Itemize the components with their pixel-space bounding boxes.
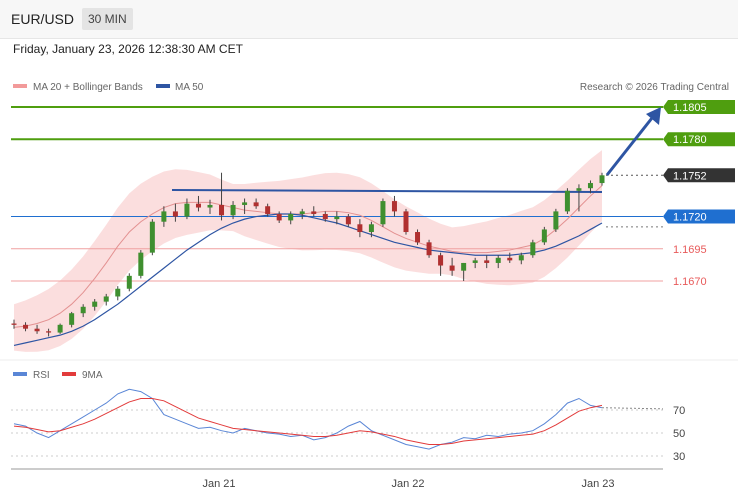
candle-body (172, 211, 178, 217)
bb-legend-swatch (13, 84, 27, 88)
level-tag (663, 100, 735, 114)
top-bar: EUR/USD 30 MIN (0, 0, 738, 39)
candle-body (288, 213, 294, 221)
bb-legend-label: MA 20 + Bollinger Bands (33, 82, 143, 93)
forecast-arrowhead (646, 107, 661, 125)
candle-body (115, 288, 121, 297)
symbol-label: EUR/USD (11, 11, 75, 27)
candle-body (380, 201, 386, 225)
rsi-ma-line (13, 398, 603, 445)
candle-body (518, 255, 524, 261)
ma50-legend-swatch (156, 84, 170, 88)
candle-body (541, 229, 547, 243)
x-tick-label: Jan 22 (391, 478, 424, 490)
rsi-line (13, 388, 603, 450)
level-tag (663, 168, 735, 183)
candle-body (126, 275, 132, 289)
candle-body (23, 324, 29, 329)
candle-body (11, 323, 17, 325)
candle-body (253, 202, 259, 207)
candle-body (230, 204, 236, 216)
forecast-arrow (605, 117, 654, 176)
candle-body (311, 211, 317, 214)
candle-body (564, 190, 570, 212)
candle-body (299, 211, 305, 214)
rsi-panel: 30 50 70 (11, 388, 685, 463)
candle-body (345, 216, 351, 225)
candle-body (276, 213, 282, 221)
candle-body (34, 328, 40, 332)
trendline (171, 189, 603, 193)
candle-body (587, 183, 593, 189)
candle-body (207, 204, 213, 208)
candle-body (472, 260, 478, 263)
candle-body (57, 324, 63, 333)
rsi-legend-label: RSI (33, 370, 50, 381)
candle-body (357, 224, 363, 233)
rsi-tick-label: 30 (673, 451, 685, 463)
level-tag (663, 132, 735, 147)
price-panel: 1.1805 1.1780 1.1752 1.1720 1.1695 1.1670 (11, 100, 735, 352)
candle-body (553, 211, 559, 230)
ma50-legend-label: MA 50 (175, 82, 204, 93)
candle-body (161, 211, 167, 222)
candle-body (576, 188, 582, 191)
copyright-label: Research © 2026 Trading Central (580, 82, 729, 93)
rsi-legend-swatch (13, 372, 27, 376)
candle-body (322, 213, 328, 220)
candle-body (138, 252, 144, 276)
candle-body (484, 260, 490, 263)
ma20-line (13, 185, 603, 328)
candle-body (334, 216, 340, 220)
candle-body (46, 331, 52, 333)
x-tick-label: Jan 21 (202, 478, 235, 490)
candle-body (149, 221, 155, 253)
timeframe-button[interactable]: 30 MIN (82, 8, 133, 30)
level-label: 1.1670 (673, 276, 707, 288)
datetime-label: Friday, January 23, 2026 12:38:30 AM CET (13, 42, 243, 56)
candle-body (69, 313, 75, 325)
candle-body (80, 306, 86, 314)
level-label: 1.1695 (673, 244, 707, 256)
candle-body (103, 296, 109, 302)
candle-body (403, 211, 409, 233)
candle-body (438, 255, 444, 266)
rsi-ma-legend-label: 9MA (82, 370, 103, 381)
rsi-ma-legend-swatch (62, 372, 76, 376)
candle-body (426, 242, 432, 256)
level-label: 1.1752 (673, 170, 707, 182)
candle-body (495, 257, 501, 263)
candle-body (219, 204, 225, 216)
candle-body (415, 232, 421, 243)
candle-body (184, 203, 190, 217)
level-label: 1.1805 (673, 102, 707, 114)
rsi-extension (601, 407, 664, 410)
candle-body (242, 202, 248, 205)
x-tick-label: Jan 23 (581, 478, 614, 490)
ma50-line (13, 213, 603, 347)
candle-body (530, 242, 536, 256)
candle-body (195, 203, 201, 208)
candle-body (391, 201, 397, 212)
candle-body (265, 206, 271, 214)
candle-body (507, 257, 513, 261)
candle-body (599, 175, 605, 184)
candle-body (92, 301, 98, 307)
bollinger-band (14, 150, 602, 352)
rsi-tick-label: 70 (673, 405, 685, 417)
level-label: 1.1720 (673, 212, 707, 224)
level-tag (663, 209, 735, 224)
rsi-tick-label: 50 (673, 428, 685, 440)
candle-body (449, 265, 455, 271)
candle-body (368, 224, 374, 233)
candle-body (461, 262, 467, 271)
level-label: 1.1780 (673, 134, 707, 146)
